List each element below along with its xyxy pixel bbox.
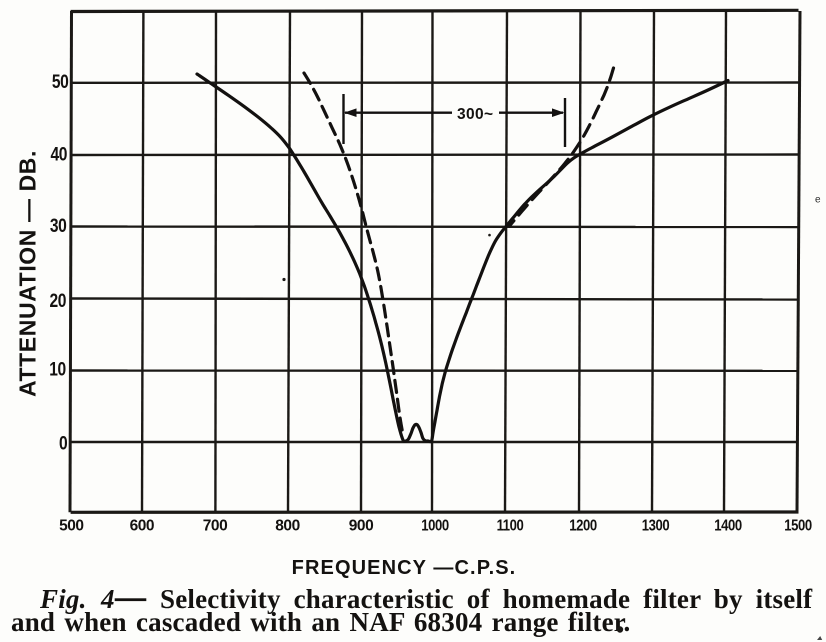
svg-text:Fig. 4: Fig. 4 [39, 584, 115, 614]
svg-text:ATTENUATION — DB.: ATTENUATION — DB. [15, 150, 41, 397]
svg-text:500: 500 [59, 517, 84, 534]
svg-text:50: 50 [52, 71, 69, 93]
svg-text:600: 600 [130, 517, 155, 534]
svg-text:30: 30 [50, 215, 67, 237]
svg-text:10: 10 [49, 358, 66, 380]
svg-text:FREQUENCY —C.P.S.: FREQUENCY —C.P.S. [292, 557, 517, 579]
svg-text:20: 20 [49, 290, 66, 312]
svg-text:800: 800 [275, 517, 300, 534]
svg-text:e: e [815, 195, 821, 206]
svg-text:1100: 1100 [497, 517, 524, 534]
svg-text:700: 700 [203, 517, 228, 534]
svg-text:and when cascaded with an NAF: and when cascaded with an NAF 68304 rang… [11, 607, 630, 637]
svg-text:1500: 1500 [784, 517, 812, 534]
svg-text:1400: 1400 [714, 517, 742, 534]
svg-text:1000: 1000 [421, 517, 449, 534]
svg-text:40: 40 [50, 143, 67, 165]
svg-text:Selectivity characteristic of: Selectivity characteristic of homemade f… [160, 584, 813, 614]
svg-text:1200: 1200 [569, 517, 597, 534]
svg-text:1300: 1300 [642, 517, 670, 534]
svg-text:900: 900 [349, 517, 374, 534]
svg-text:300~: 300~ [457, 106, 494, 123]
svg-text:0: 0 [59, 432, 67, 454]
